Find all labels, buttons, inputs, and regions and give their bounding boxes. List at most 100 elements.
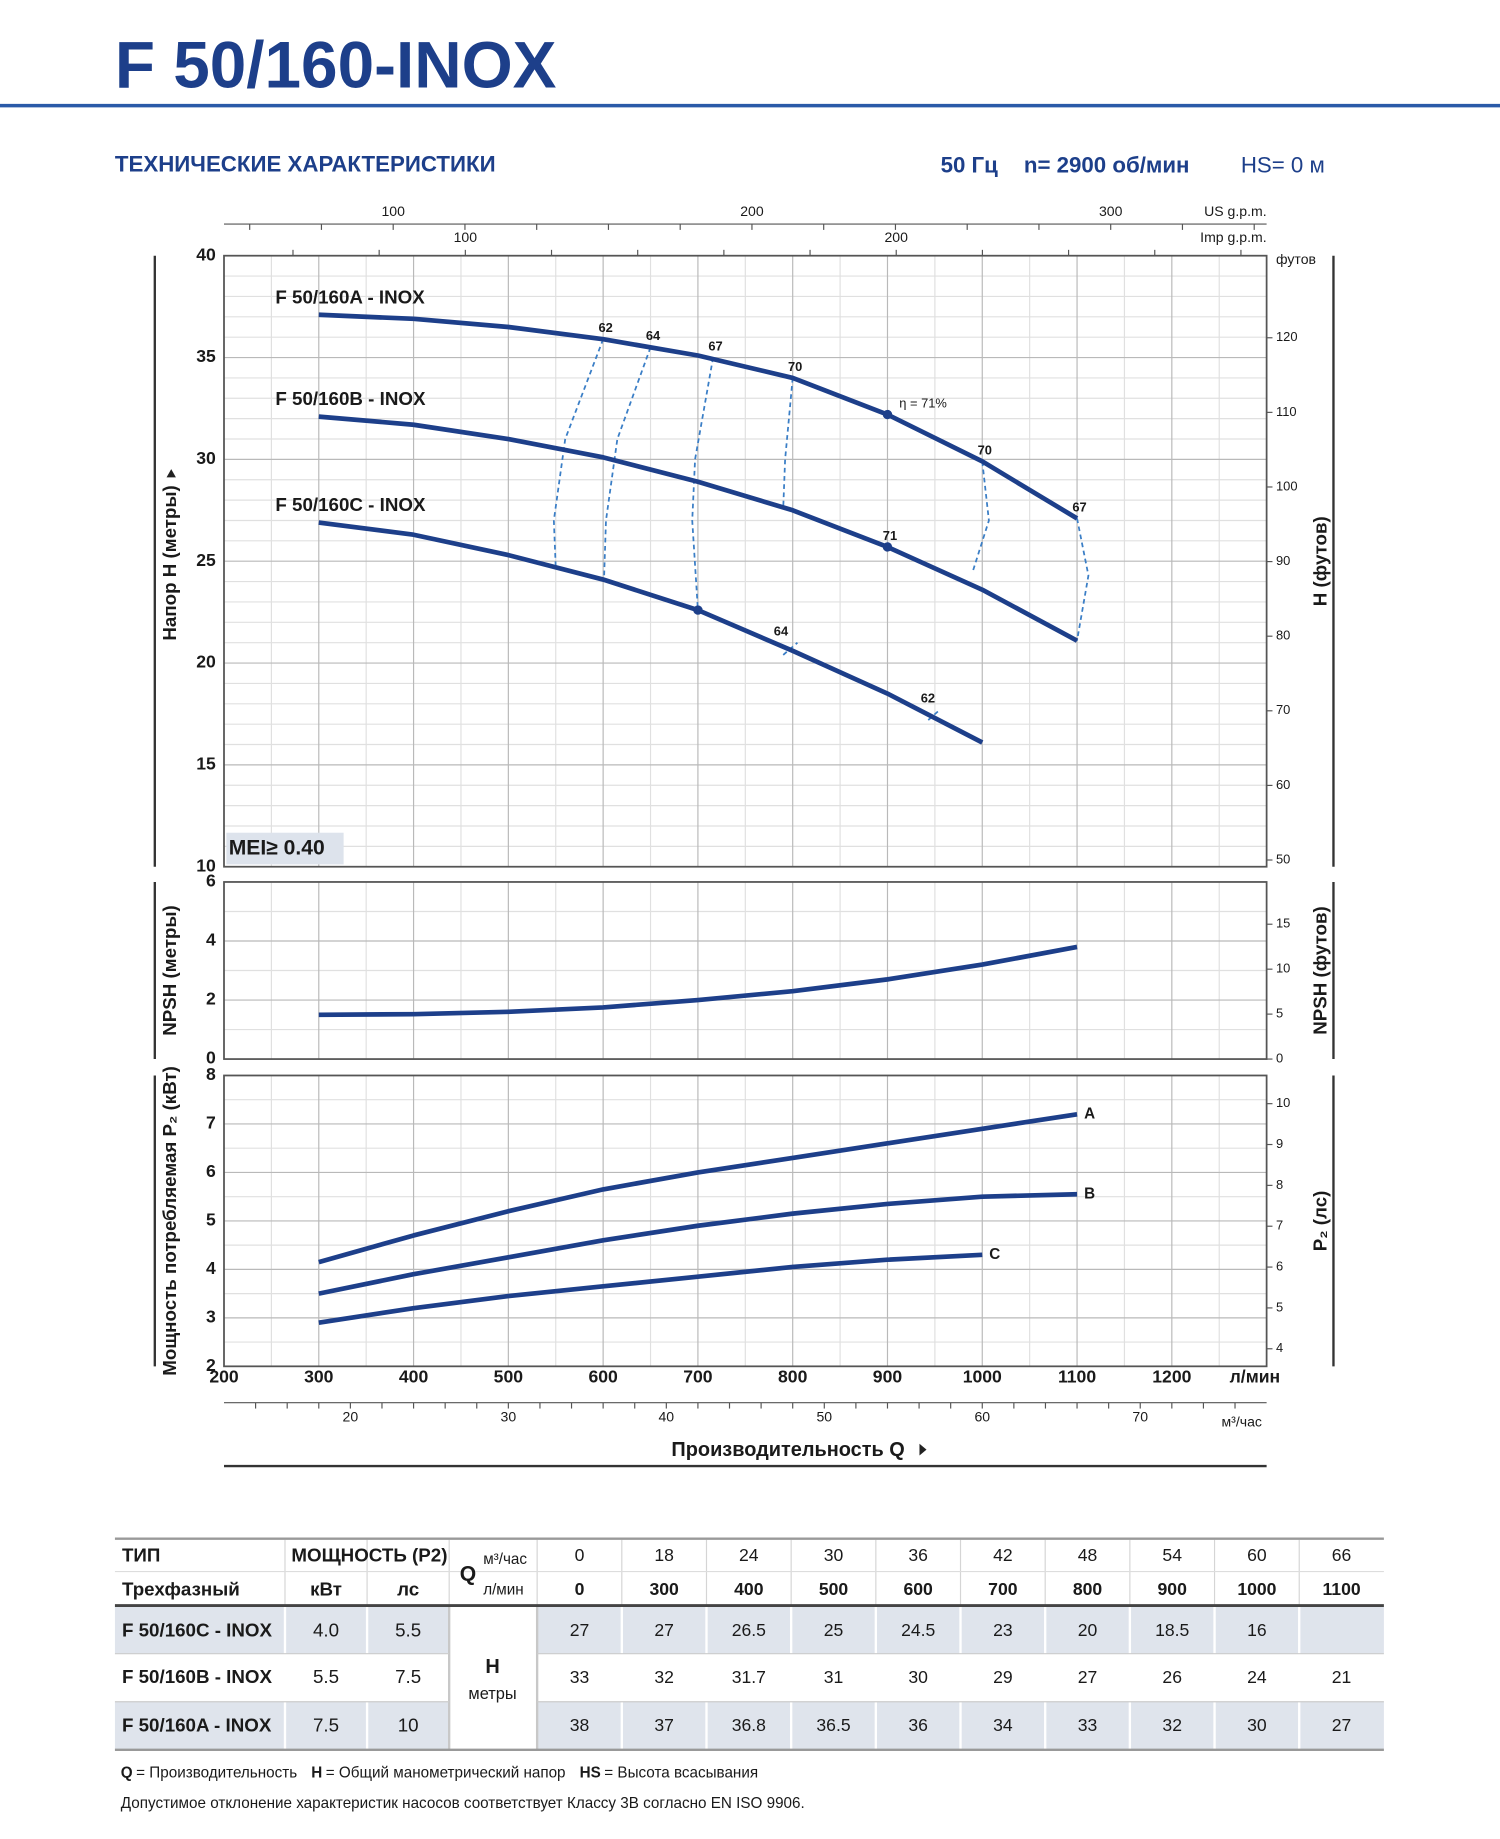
table-header-value: 18 [654, 1545, 674, 1565]
y2-axis-title: P₂ (лс) [1310, 1191, 1331, 1252]
table-cell: 30 [908, 1667, 928, 1687]
bottom-axis-label: 40 [658, 1409, 674, 1425]
suction-height: HS= 0 м [1241, 152, 1325, 177]
series-label: B [1084, 1185, 1095, 1202]
series-line [318, 414, 1079, 643]
table-cell: 21 [1332, 1667, 1352, 1687]
table-cell: 26.5 [732, 1620, 766, 1640]
series-label: F 50/160C - INOX [275, 494, 426, 515]
y-tick-label: 0 [206, 1048, 216, 1068]
table-cell: F 50/160B - INOX [122, 1666, 273, 1687]
series-label: A [1084, 1105, 1095, 1122]
table-cell: 36.8 [732, 1715, 766, 1735]
x-axis-title: Производительность Q [671, 1439, 904, 1461]
arrow [919, 1443, 927, 1456]
footnote: Q = Производительность H = Общий манометрич… [121, 1764, 758, 1781]
table-header-value: 1100 [1322, 1579, 1360, 1599]
series-label: C [989, 1246, 1000, 1263]
bottom-axis-label: 30 [501, 1409, 517, 1425]
plot-frame [223, 254, 1268, 868]
table-cell: 32 [654, 1667, 674, 1687]
table-cell: 27 [570, 1620, 590, 1640]
row-bg [114, 1606, 1384, 1654]
table-header: Трехфазный [122, 1578, 240, 1599]
y-tick-label: 35 [196, 346, 216, 366]
efficiency-point [882, 542, 893, 552]
table-cell: 32 [1162, 1715, 1182, 1735]
table-cell: 33 [570, 1667, 590, 1687]
x-tick-label: 500 [494, 1367, 524, 1387]
top-axis-unit: US g.p.m. [1204, 203, 1267, 219]
x-tick-label: 700 [683, 1367, 713, 1387]
y2-tick-label: 10 [1276, 961, 1290, 976]
bottom-axis-label: 60 [974, 1409, 990, 1425]
table-header: м³/час [483, 1551, 527, 1568]
efficiency-label: 62 [921, 691, 935, 706]
table-cell: 7.5 [313, 1714, 339, 1735]
y2-axis-title: NPSH (футов) [1310, 906, 1331, 1035]
annotation: MEI≥ 0.40 [229, 837, 325, 860]
table-header-value: 36 [908, 1545, 928, 1565]
plot-frame [223, 1074, 1268, 1368]
arrow [166, 469, 176, 478]
table-header: лс [397, 1578, 419, 1599]
table-cell: 36.5 [816, 1715, 850, 1735]
efficiency-point [693, 605, 703, 615]
top-axis-unit: Imp g.p.m. [1200, 229, 1266, 245]
table-header-value: 66 [1332, 1545, 1352, 1565]
y-tick-label: 15 [196, 754, 216, 774]
table-header-value: 400 [734, 1579, 764, 1599]
efficiency-label: 71 [883, 528, 897, 543]
table-cell: 16 [1247, 1620, 1267, 1640]
bottom-axis-label: 70 [1132, 1409, 1148, 1425]
bottom-axis-label: 50 [816, 1409, 832, 1425]
table-header-value: 0 [575, 1579, 585, 1599]
table-cell: F 50/160A - INOX [122, 1714, 272, 1735]
y-tick-label: 6 [206, 871, 216, 891]
top-axis-label: 100 [454, 229, 478, 245]
table-header-value: 54 [1162, 1545, 1182, 1565]
x-tick-label: 800 [778, 1367, 808, 1387]
table-cell: 20 [1078, 1620, 1098, 1640]
table-header: метры [468, 1685, 516, 1703]
top-axis-label: 200 [884, 229, 908, 245]
efficiency-label: 70 [788, 359, 802, 374]
y-tick-label: 2 [206, 989, 216, 1009]
x-tick-label: 1100 [1058, 1367, 1096, 1387]
x-tick-label: 1200 [1152, 1367, 1191, 1387]
y2-tick-label: 10 [1276, 1095, 1290, 1110]
table-cell: 27 [1078, 1667, 1098, 1687]
table-cell: 5.5 [395, 1619, 421, 1640]
y2-axis-title: H (футов) [1310, 516, 1331, 606]
series-line [318, 520, 984, 745]
y-tick-label: 6 [206, 1161, 216, 1181]
x-tick-label: 300 [304, 1367, 334, 1387]
y2-tick-label: 0 [1276, 1050, 1283, 1065]
table-cell: 33 [1078, 1715, 1098, 1735]
y2-tick-label: 120 [1276, 329, 1298, 344]
y-tick-label: 7 [206, 1113, 216, 1133]
series-line [318, 1252, 983, 1326]
series-label: F 50/160A - INOX [275, 286, 425, 307]
efficiency-label: 67 [708, 338, 722, 353]
x-tick-label: 600 [588, 1367, 618, 1387]
y2-tick-label: 8 [1276, 1177, 1283, 1192]
y2-tick-label: 6 [1276, 1258, 1283, 1273]
table-cell: 4.0 [313, 1619, 339, 1640]
efficiency-label: 64 [774, 624, 789, 639]
y-tick-label: 4 [206, 1258, 216, 1278]
series-label: F 50/160B - INOX [275, 388, 426, 409]
y-tick-label: 5 [206, 1210, 216, 1230]
efficiency-label: 64 [646, 328, 661, 343]
y-tick-label: 25 [196, 550, 216, 570]
table-cell: 24.5 [901, 1620, 935, 1640]
top-axis-label: 200 [740, 203, 764, 219]
y-tick-label: 3 [206, 1306, 216, 1326]
table-header-value: 500 [819, 1579, 849, 1599]
table-cell: 24 [1247, 1667, 1267, 1687]
table-header-value: 300 [649, 1579, 679, 1599]
y2-tick-label: 60 [1276, 777, 1290, 792]
speed: n= 2900 об/мин [1024, 152, 1190, 177]
table-header-value: 48 [1078, 1545, 1098, 1565]
